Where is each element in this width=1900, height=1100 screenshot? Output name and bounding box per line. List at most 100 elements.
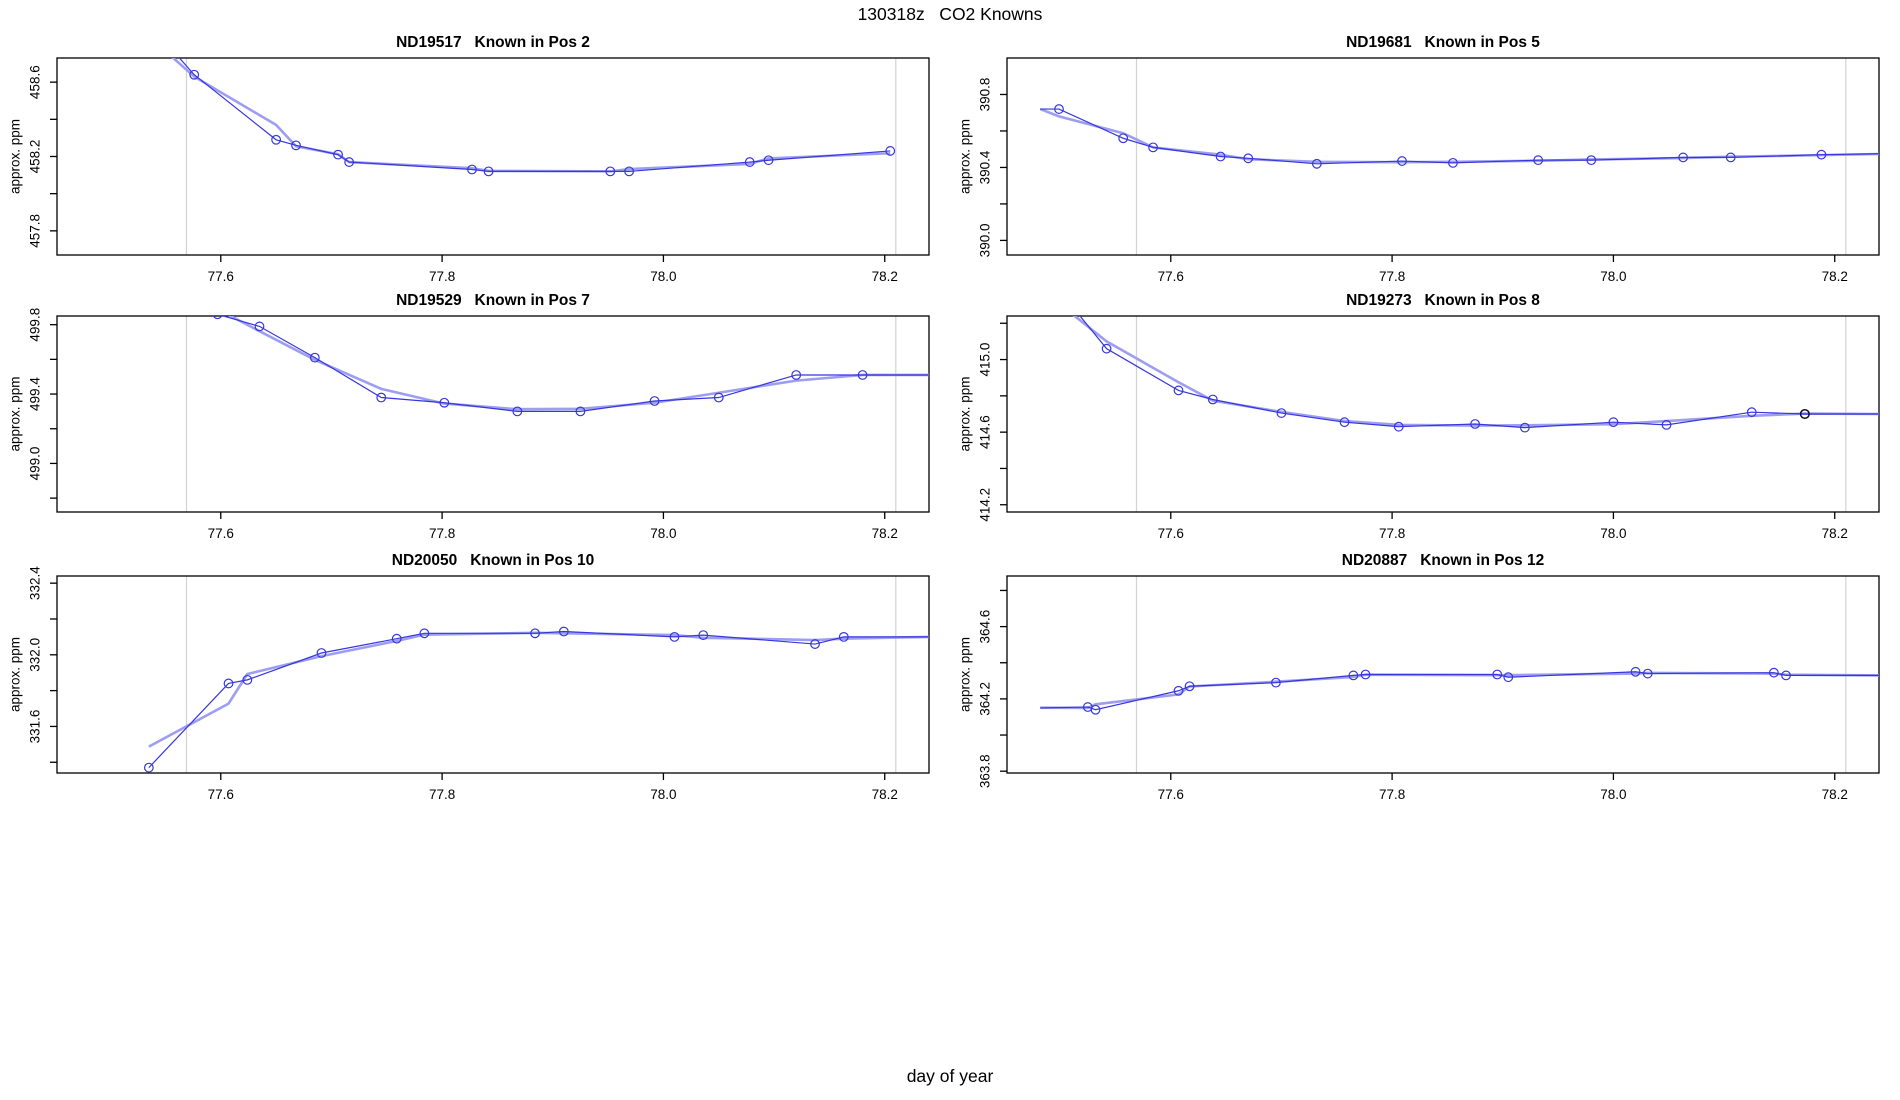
data-point — [1173, 385, 1184, 396]
x-tick-label: 77.6 — [208, 526, 234, 541]
y-tick-label: 458.6 — [28, 65, 43, 99]
data-point — [791, 370, 802, 380]
y-tick-label: 390.8 — [978, 78, 993, 112]
data-point — [189, 69, 200, 80]
x-tick-label: 78.0 — [650, 787, 676, 802]
x-tick-label: 77.6 — [1158, 269, 1184, 284]
y-tick-label: 458.2 — [28, 140, 43, 174]
data-point — [223, 678, 234, 689]
smoothed-line — [1040, 671, 1879, 710]
data-point — [242, 674, 253, 685]
data-point — [558, 626, 569, 637]
y-tick-label: 499.0 — [28, 447, 43, 481]
data-line — [1040, 108, 1879, 165]
data-point — [1271, 677, 1281, 688]
y-tick-label: 390.0 — [978, 224, 993, 258]
data-point — [1207, 394, 1218, 405]
x-tick-label: 78.2 — [1822, 787, 1848, 802]
data-line — [1079, 316, 1879, 429]
data-point — [333, 149, 343, 160]
panel-title: ND20887 Known in Pos 12 — [1342, 552, 1544, 569]
y-tick-label: 414.6 — [978, 415, 993, 449]
data-point — [1642, 668, 1653, 679]
data-point — [857, 370, 868, 380]
data-point — [1348, 670, 1359, 681]
data-point — [291, 140, 301, 151]
data-point — [1630, 666, 1641, 677]
data-point — [1184, 681, 1195, 692]
data-point — [376, 392, 387, 403]
data-point-outlier — [1799, 408, 1810, 420]
data-point — [1101, 343, 1112, 354]
data-point — [698, 630, 709, 640]
data-point — [1586, 155, 1597, 166]
panel-title: ND20050 Known in Pos 10 — [392, 552, 594, 569]
y-tick-label: 364.6 — [978, 610, 993, 644]
x-tick-label: 78.0 — [1600, 269, 1626, 284]
data-point — [1393, 421, 1404, 432]
y-tick-label: 415.0 — [978, 343, 993, 377]
data-point — [649, 396, 660, 406]
x-tick-label: 77.6 — [208, 269, 234, 284]
data-line — [1040, 671, 1879, 711]
data-point — [1608, 417, 1619, 428]
data-point — [530, 628, 540, 639]
smoothed-line — [148, 631, 929, 748]
data-point — [1339, 417, 1350, 428]
x-tick-label: 77.8 — [429, 269, 455, 284]
y-tick-label: 414.2 — [978, 488, 993, 522]
data-point — [669, 631, 680, 642]
panel-title: ND19273 Known in Pos 8 — [1346, 292, 1540, 309]
data-point — [309, 352, 320, 363]
plot-box — [56, 575, 930, 774]
x-tick-label: 77.6 — [1158, 787, 1184, 802]
x-tick-label: 78.2 — [872, 526, 898, 541]
y-axis-label: approx. ppm — [958, 376, 973, 451]
data-point — [1243, 153, 1254, 164]
data-point — [624, 166, 635, 177]
data-point — [1746, 407, 1757, 418]
data-point — [391, 633, 402, 644]
data-point — [763, 155, 774, 166]
x-tick-label: 77.8 — [1379, 269, 1405, 284]
data-point — [713, 392, 724, 403]
data-point — [1311, 158, 1322, 169]
data-point — [271, 134, 282, 145]
data-point — [467, 164, 477, 175]
data-point — [1678, 152, 1689, 163]
y-tick-label: 364.2 — [978, 682, 993, 716]
x-tick-label: 77.6 — [208, 787, 234, 802]
x-tick-label: 78.0 — [650, 269, 676, 284]
x-tick-label: 78.2 — [872, 787, 898, 802]
x-tick-label: 77.6 — [1158, 526, 1184, 541]
data-point — [419, 628, 430, 639]
y-axis-label: approx. ppm — [958, 637, 973, 712]
y-tick-label: 390.4 — [978, 150, 993, 184]
data-point — [1448, 157, 1458, 168]
y-tick-label: 457.8 — [28, 214, 43, 248]
x-tick-label: 78.2 — [872, 269, 898, 284]
x-axis-label: day of year — [906, 1066, 994, 1086]
x-tick-label: 78.0 — [650, 526, 676, 541]
data-point — [1360, 669, 1371, 680]
data-point — [1519, 422, 1530, 433]
data-point — [1090, 704, 1101, 715]
y-axis-label: approx. ppm — [958, 119, 973, 194]
data-point — [1781, 670, 1791, 681]
plot-box — [1006, 57, 1880, 256]
panel-title: ND19517 Known in Pos 2 — [396, 34, 590, 51]
data-line — [178, 58, 891, 172]
y-axis-label: approx. ppm — [8, 376, 23, 451]
data-point — [605, 166, 616, 177]
data-point — [1054, 104, 1064, 114]
data-point — [838, 631, 849, 642]
data-point — [744, 157, 755, 167]
data-point — [1816, 149, 1827, 160]
smoothed-line — [1072, 316, 1879, 427]
data-point — [1503, 672, 1514, 683]
data-point — [212, 316, 223, 320]
y-axis-label: approx. ppm — [8, 119, 23, 194]
smoothed-line — [1039, 107, 1879, 164]
data-point — [439, 397, 450, 408]
